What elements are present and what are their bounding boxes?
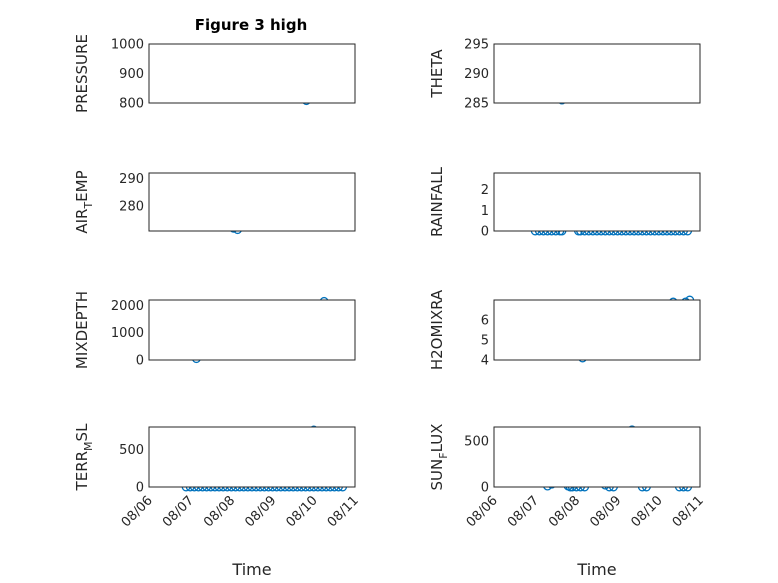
y-axis-label: MIXDEPTH: [73, 291, 91, 369]
x-axis-label: Time: [231, 560, 271, 579]
y-tick-label: 285: [464, 97, 489, 112]
y-axis-label: THETA: [428, 49, 446, 99]
y-tick-label: 0: [481, 225, 489, 240]
y-tick-label: 500: [119, 443, 144, 458]
y-axis-label: RAINFALL: [428, 166, 446, 237]
y-tick-label: 0: [136, 481, 144, 496]
axes-frame: [493, 172, 701, 232]
y-tick-label: 2000: [111, 299, 144, 314]
y-tick-label: 900: [119, 67, 144, 82]
x-tick-label: 08/10: [284, 493, 321, 530]
x-tick-label: 08/06: [464, 493, 501, 530]
axes-frame: [148, 172, 356, 232]
y-tick-label: 295: [464, 38, 489, 53]
axes-frame: [148, 299, 356, 361]
x-tick-label: 08/08: [546, 493, 583, 530]
subplot-air_temp: 280 290 AIRTEMP: [73, 170, 356, 235]
y-tick-label: 6: [481, 314, 489, 329]
y-tick-label: 290: [464, 67, 489, 82]
y-axis-label: H2OMIXRA: [428, 289, 446, 370]
axes-frame: [148, 426, 356, 488]
y-tick-label: 1000: [111, 38, 144, 53]
y-tick-label: 1: [481, 204, 489, 219]
x-axis-label: Time: [576, 560, 616, 579]
y-tick-label: 1000: [111, 326, 144, 341]
y-axis-label: TERRMSL: [73, 423, 95, 492]
axes-frame: [148, 43, 356, 104]
subplot-pressure: 800 900 1000 PRESSURE: [73, 34, 356, 113]
y-axis-label: SUNFLUX: [428, 424, 450, 491]
y-tick-label: 0: [481, 481, 489, 496]
x-tick-label: 08/07: [505, 493, 542, 530]
axes-frame: [493, 426, 701, 488]
y-axis-label: AIRTEMP: [73, 170, 95, 233]
x-tick-label: 08/11: [325, 493, 362, 530]
x-tick-label: 08/07: [160, 493, 197, 530]
x-tick-label: 08/10: [629, 493, 666, 530]
subplot-mixdepth: 0 1000 2000 MIXDEPTH: [73, 291, 356, 369]
x-tick-label: 08/09: [587, 493, 624, 530]
subplot-h2omixra: 4 5 6 H2OMIXRA: [428, 289, 701, 370]
axes-frame: [493, 299, 701, 361]
y-tick-label: 4: [481, 354, 489, 369]
axes-frame: [493, 43, 701, 104]
x-tick-label: 08/11: [670, 493, 707, 530]
x-tick-label: 08/08: [201, 493, 238, 530]
subplot-terr_msl: 08/06 08/07 08/08 08/09 08/10 08/11 0 500 TERRMS…: [73, 423, 362, 579]
x-tick-label: 08/09: [242, 493, 279, 530]
subplot-rainfall: 0 1 2 RAINFALL: [428, 166, 701, 240]
x-tick-label: 08/06: [119, 493, 156, 530]
y-tick-label: 2: [481, 183, 489, 198]
subplot-sun_flux: 08/06 08/07 08/08 08/09 08/10 08/11 0 500 SUNFLU…: [428, 424, 707, 579]
y-tick-label: 5: [481, 334, 489, 349]
y-tick-label: 290: [119, 172, 144, 187]
subplot-theta: 285 290 295 THETA: [428, 38, 701, 112]
y-tick-label: 280: [119, 200, 144, 215]
y-axis-label: PRESSURE: [73, 34, 91, 113]
y-tick-label: 500: [464, 434, 489, 449]
figure-title: Figure 3 high: [195, 16, 308, 34]
y-tick-label: 800: [119, 97, 144, 112]
y-tick-label: 0: [136, 354, 144, 369]
